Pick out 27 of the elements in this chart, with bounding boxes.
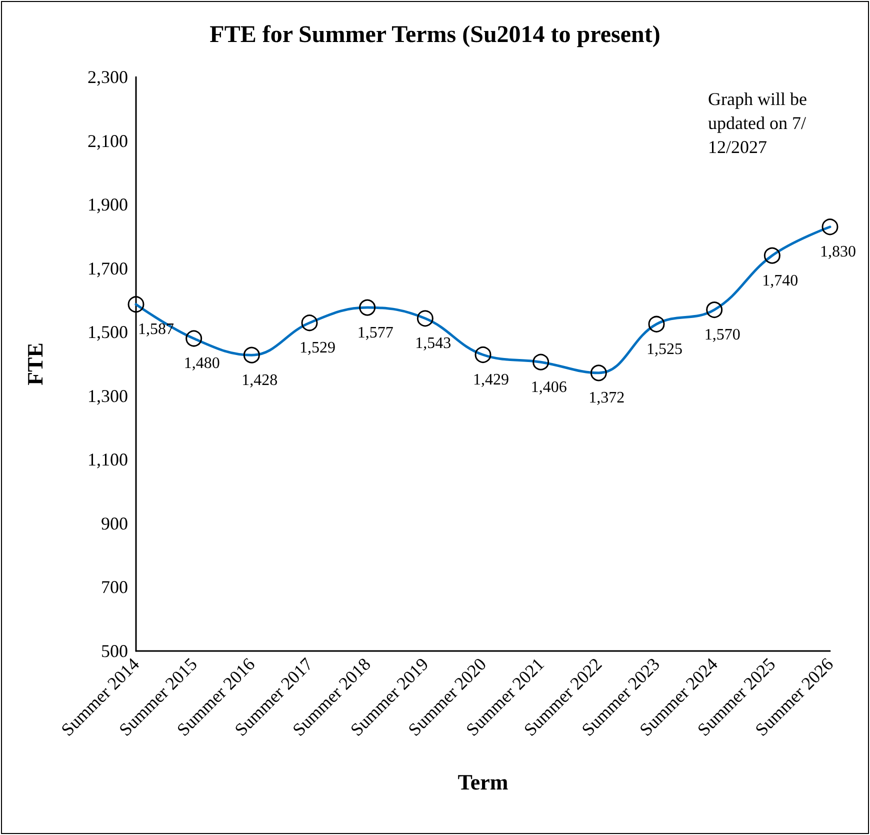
data-label: 1,577 <box>357 324 394 342</box>
y-tick-label: 500 <box>101 641 128 661</box>
y-tick-label: 1,300 <box>88 386 128 406</box>
y-axis-title: FTE <box>22 342 48 386</box>
data-label: 1,570 <box>704 326 740 344</box>
data-label: 1,525 <box>646 340 682 358</box>
data-label: 1,529 <box>300 340 336 357</box>
y-tick-label: 2,300 <box>88 67 128 87</box>
y-tick-label: 1,100 <box>88 450 128 470</box>
data-label: 1,830 <box>820 244 856 261</box>
data-label: 1,587 <box>138 321 174 338</box>
data-label: 1,543 <box>415 335 452 352</box>
data-label: 1,480 <box>184 355 220 372</box>
y-tick-label: 2,100 <box>88 130 128 151</box>
chart-title: FTE for Summer Terms (Su2014 to present) <box>210 22 660 48</box>
y-tick-label: 1,900 <box>88 194 128 215</box>
data-label: 1,372 <box>588 390 625 407</box>
y-tick-label: 700 <box>101 577 128 598</box>
y-tick-label: 1,500 <box>88 322 128 342</box>
data-label: 1,740 <box>762 272 798 290</box>
y-tick-label: 1,700 <box>88 258 128 278</box>
data-label: 1,429 <box>473 372 509 388</box>
x-axis-title: Term <box>458 770 508 794</box>
data-label: 1,406 <box>530 378 567 396</box>
y-tick-label: 900 <box>101 513 128 534</box>
data-label: 1,428 <box>242 372 278 389</box>
annotation: Graph will be updated on 7/12/2027 <box>708 89 812 157</box>
